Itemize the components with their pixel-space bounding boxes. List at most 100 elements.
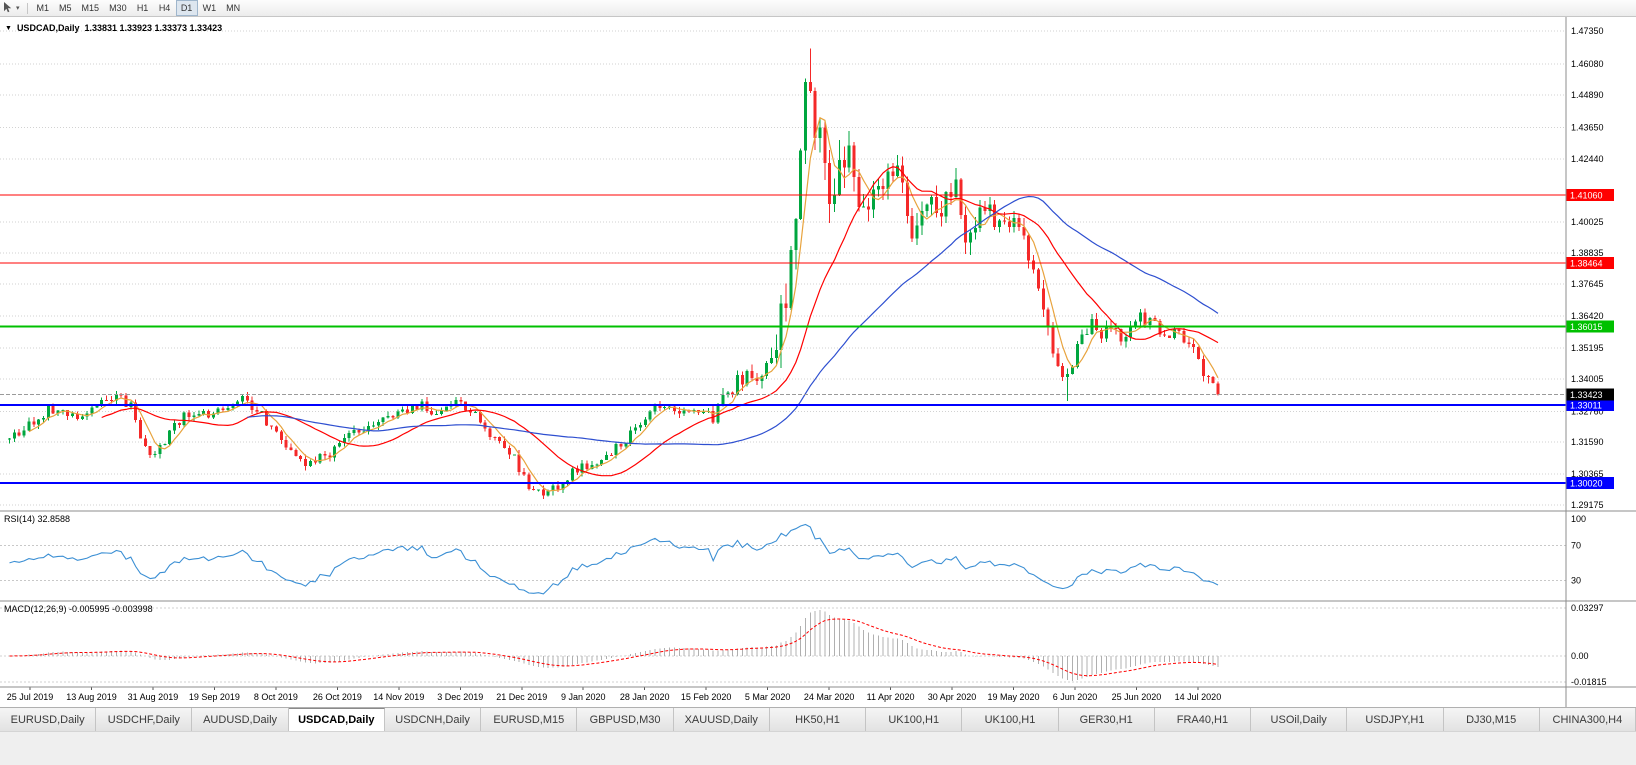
toolbar-icon-group: ▾ bbox=[0, 1, 23, 15]
bid-price-marker: 1.33423 bbox=[0, 388, 1614, 401]
svg-text:1.44890: 1.44890 bbox=[1571, 90, 1604, 100]
svg-text:6 Jun 2020: 6 Jun 2020 bbox=[1053, 692, 1098, 702]
timeframe-button-h4[interactable]: H4 bbox=[158, 3, 171, 13]
timeframe-toolbar: ▾ M1 M5 M15 M30 H1 H4 D1 W1 MN bbox=[0, 0, 1636, 17]
one-click-trading-icon[interactable]: ▼ bbox=[5, 24, 12, 32]
svg-text:5 Mar 2020: 5 Mar 2020 bbox=[745, 692, 791, 702]
svg-text:11 Apr 2020: 11 Apr 2020 bbox=[867, 692, 915, 702]
chart-tab-bar: EURUSD,Daily USDCHF,Daily AUDUSD,Daily USDC… bbox=[0, 707, 1636, 731]
svg-text:1.36420: 1.36420 bbox=[1571, 311, 1604, 321]
svg-text:3 Dec 2019: 3 Dec 2019 bbox=[437, 692, 483, 702]
svg-text:9 Jan 2020: 9 Jan 2020 bbox=[561, 692, 606, 702]
svg-text:1.35195: 1.35195 bbox=[1571, 343, 1604, 353]
svg-text:28 Jan 2020: 28 Jan 2020 bbox=[620, 692, 670, 702]
svg-text:19 Sep 2019: 19 Sep 2019 bbox=[189, 692, 240, 702]
svg-text:8 Oct 2019: 8 Oct 2019 bbox=[254, 692, 298, 702]
svg-text:25 Jul 2019: 25 Jul 2019 bbox=[7, 692, 54, 702]
toolbar-dropdown-caret-icon[interactable]: ▾ bbox=[16, 4, 20, 12]
svg-text:70: 70 bbox=[1571, 540, 1581, 550]
svg-text:31 Aug 2019: 31 Aug 2019 bbox=[128, 692, 179, 702]
svg-text:19 May 2020: 19 May 2020 bbox=[987, 692, 1039, 702]
date-axis[interactable]: 25 Jul 2019 13 Aug 2019 31 Aug 2019 19 Sep … bbox=[7, 687, 1221, 702]
svg-text:21 Dec 2019: 21 Dec 2019 bbox=[496, 692, 547, 702]
svg-text:25 Jun 2020: 25 Jun 2020 bbox=[1112, 692, 1162, 702]
svg-text:1.41060: 1.41060 bbox=[1570, 191, 1603, 201]
price-axis[interactable]: 1.47350 1.46080 1.44890 1.43650 1.42440 1.400… bbox=[1571, 26, 1604, 510]
svg-text:1.46080: 1.46080 bbox=[1571, 59, 1604, 69]
chart-tab-audusd-daily[interactable]: AUDUSD,Daily bbox=[192, 708, 289, 731]
chart-tab-usdjpy-h1[interactable]: USDJPY,H1 bbox=[1347, 708, 1444, 731]
toolbar-separator bbox=[26, 2, 28, 14]
horizontal-line-objects: 1.41060 1.38464 1.36015 1.33011 1.30020 bbox=[0, 189, 1614, 490]
pane-borders bbox=[0, 17, 1636, 707]
chart-ohlc-values: 1.33831 1.33923 1.33373 1.33423 bbox=[84, 23, 223, 33]
svg-text:30: 30 bbox=[1571, 576, 1581, 586]
chart-area[interactable]: 1.47350 1.46080 1.44890 1.43650 1.42440 1.400… bbox=[0, 17, 1636, 707]
cursor-tool-icon[interactable] bbox=[3, 1, 14, 15]
bid-price-tag bbox=[1566, 388, 1614, 401]
svg-text:0.03297: 0.03297 bbox=[1571, 603, 1604, 613]
svg-text:14 Jul 2020: 14 Jul 2020 bbox=[1175, 692, 1222, 702]
svg-text:1.38835: 1.38835 bbox=[1571, 248, 1604, 258]
chart-tab-usoil-daily[interactable]: USOil,Daily bbox=[1251, 708, 1348, 731]
chart-tab-fra40-h1[interactable]: FRA40,H1 bbox=[1154, 708, 1252, 731]
svg-text:1.47350: 1.47350 bbox=[1571, 26, 1604, 36]
moving-average-5-line bbox=[28, 116, 1219, 492]
chart-tab-usdcnh-daily[interactable]: USDCNH,Daily bbox=[384, 708, 482, 731]
hline-price-tag bbox=[1566, 189, 1614, 202]
chart-tab-uk100-h1[interactable]: UK100,H1 bbox=[866, 708, 963, 731]
chart-tab-hk50-h1[interactable]: HK50,H1 bbox=[769, 708, 867, 731]
macd-pane: 0.03297 0.00 -0.01815 bbox=[0, 603, 1607, 687]
svg-text:1.34005: 1.34005 bbox=[1571, 374, 1604, 384]
hline-price-tag bbox=[1566, 399, 1614, 412]
timeframe-button-m30[interactable]: M30 bbox=[109, 3, 127, 13]
timeframe-button-h1[interactable]: H1 bbox=[136, 3, 149, 13]
svg-text:1.38464: 1.38464 bbox=[1570, 258, 1603, 268]
candlestick-series bbox=[8, 48, 1220, 500]
moving-average-20-line bbox=[101, 166, 1219, 477]
timeframe-button-m1[interactable]: M1 bbox=[36, 3, 50, 13]
hline-price-tag bbox=[1566, 320, 1614, 333]
timeframe-button-m15[interactable]: M15 bbox=[81, 3, 100, 13]
timeframe-buttons: M1 M5 M15 M30 H1 H4 D1 W1 MN bbox=[32, 0, 246, 16]
status-bar bbox=[0, 731, 1636, 765]
chart-title: ▼ USDCAD,Daily 1.33831 1.33923 1.33373 1… bbox=[5, 23, 222, 33]
svg-text:1.42440: 1.42440 bbox=[1571, 154, 1604, 164]
svg-text:1.33423: 1.33423 bbox=[1570, 390, 1603, 400]
chart-tab-eurusd-daily[interactable]: EURUSD,Daily bbox=[0, 708, 97, 731]
rsi-line bbox=[9, 523, 1219, 595]
svg-text:1.43650: 1.43650 bbox=[1571, 123, 1604, 133]
chart-tab-eurusd-m15[interactable]: EURUSD,M15 bbox=[481, 708, 578, 731]
chart-tab-gbpusd-m30[interactable]: GBPUSD,M30 bbox=[577, 708, 674, 731]
svg-text:1.33011: 1.33011 bbox=[1570, 401, 1602, 411]
chart-tab-uk100-h1[interactable]: UK100,H1 bbox=[962, 708, 1059, 731]
chart-tab-usdchf-daily[interactable]: USDCHF,Daily bbox=[96, 708, 193, 731]
chart-tab-dj30-m15[interactable]: DJ30,M15 bbox=[1443, 708, 1540, 731]
hline-price-tag bbox=[1566, 477, 1614, 490]
chart-tab-ger30-h1[interactable]: GER30,H1 bbox=[1058, 708, 1155, 731]
rsi-pane: 100 70 30 bbox=[0, 514, 1586, 595]
svg-text:30 Apr 2020: 30 Apr 2020 bbox=[928, 692, 977, 702]
macd-indicator-label: MACD(12,26,9) -0.005995 -0.003998 bbox=[4, 604, 153, 614]
timeframe-button-w1[interactable]: W1 bbox=[202, 3, 217, 13]
chart-tab-china300-h4[interactable]: CHINA300,H4 bbox=[1539, 708, 1636, 731]
chart-tab-xauusd-daily[interactable]: XAUUSD,Daily bbox=[673, 708, 770, 731]
timeframe-button-m5[interactable]: M5 bbox=[59, 3, 72, 13]
rsi-indicator-label: RSI(14) 32.8588 bbox=[4, 514, 71, 524]
svg-text:1.30020: 1.30020 bbox=[1570, 479, 1603, 489]
chart-tab-usdcad-daily[interactable]: USDCAD,Daily bbox=[288, 708, 385, 731]
chart-symbol-label: USDCAD,Daily bbox=[16, 23, 80, 33]
svg-text:1.36015: 1.36015 bbox=[1570, 322, 1603, 332]
svg-text:1.32760: 1.32760 bbox=[1571, 407, 1604, 417]
timeframe-button-mn[interactable]: MN bbox=[226, 3, 241, 13]
price-chart-svg[interactable]: 1.47350 1.46080 1.44890 1.43650 1.42440 1.400… bbox=[0, 17, 1636, 707]
svg-text:15 Feb 2020: 15 Feb 2020 bbox=[681, 692, 732, 702]
svg-text:1.31590: 1.31590 bbox=[1571, 437, 1604, 447]
svg-text:100: 100 bbox=[1571, 514, 1586, 524]
svg-text:14 Nov 2019: 14 Nov 2019 bbox=[373, 692, 424, 702]
svg-text:0.00: 0.00 bbox=[1571, 651, 1589, 661]
svg-text:1.37645: 1.37645 bbox=[1571, 279, 1604, 289]
timeframe-button-d1[interactable]: D1 bbox=[175, 0, 198, 16]
hline-price-tag bbox=[1566, 256, 1614, 269]
